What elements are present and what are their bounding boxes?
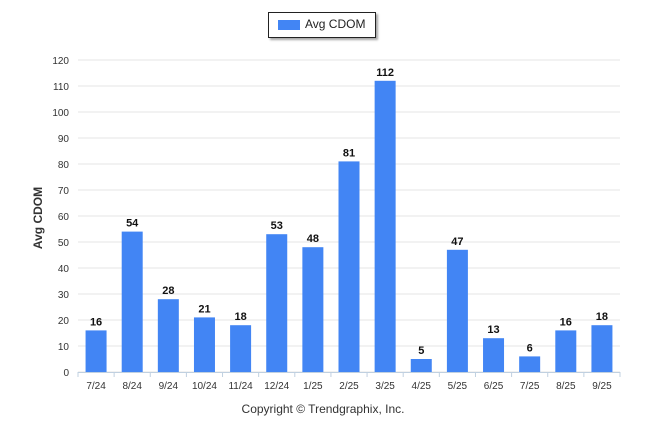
data-label: 21 xyxy=(198,303,210,315)
x-tick-label: 7/25 xyxy=(520,381,540,392)
x-tick-label: 9/24 xyxy=(159,381,179,392)
bar xyxy=(591,325,613,372)
x-tick-label: 11/24 xyxy=(228,381,253,392)
bar xyxy=(483,338,505,372)
bar xyxy=(157,299,179,372)
data-label: 112 xyxy=(376,67,394,79)
data-label: 18 xyxy=(234,311,246,323)
legend: Avg CDOM xyxy=(268,12,376,38)
data-label: 54 xyxy=(126,218,139,230)
x-tick-label: 7/24 xyxy=(86,381,106,392)
y-tick-label: 50 xyxy=(58,238,70,249)
x-tick-label: 1/25 xyxy=(303,381,323,392)
legend-label: Avg CDOM xyxy=(305,17,366,31)
bar xyxy=(519,356,541,372)
y-axis-label: Avg CDOM xyxy=(31,186,45,250)
bar xyxy=(374,80,396,373)
y-tick-label: 100 xyxy=(52,108,69,119)
data-label: 13 xyxy=(487,324,499,336)
y-tick-label: 10 xyxy=(58,342,70,353)
data-label: 28 xyxy=(162,285,174,297)
y-tick-label: 30 xyxy=(58,290,70,301)
bar xyxy=(85,330,107,372)
bar xyxy=(230,325,252,372)
x-tick-label: 8/25 xyxy=(556,381,576,392)
x-tick-label: 6/25 xyxy=(484,381,504,392)
x-tick-label: 8/24 xyxy=(122,381,142,392)
x-tick-label: 2/25 xyxy=(339,381,359,392)
x-tick-label: 3/25 xyxy=(375,381,395,392)
y-tick-label: 80 xyxy=(58,160,70,171)
y-tick-label: 90 xyxy=(58,134,70,145)
data-label: 53 xyxy=(271,220,283,232)
x-tick-label: 10/24 xyxy=(192,381,217,392)
bar xyxy=(446,249,468,372)
x-tick-label: 5/25 xyxy=(448,381,468,392)
copyright-text: Copyright © Trendgraphix, Inc. xyxy=(241,402,405,416)
data-label: 16 xyxy=(90,316,102,328)
data-label: 6 xyxy=(527,342,533,354)
bar xyxy=(266,234,288,372)
x-tick-label: 12/24 xyxy=(264,381,289,392)
data-label: 81 xyxy=(343,147,355,159)
data-label: 47 xyxy=(451,236,463,248)
bar xyxy=(302,247,324,372)
data-label: 5 xyxy=(418,345,424,357)
bar xyxy=(193,317,215,372)
data-label: 18 xyxy=(596,311,608,323)
data-label: 16 xyxy=(560,316,572,328)
bar xyxy=(338,161,360,372)
y-tick-label: 20 xyxy=(58,316,70,327)
legend-swatch xyxy=(278,20,300,30)
y-tick-label: 60 xyxy=(58,212,70,223)
x-tick-label: 4/25 xyxy=(412,381,432,392)
y-tick-label: 40 xyxy=(58,264,70,275)
y-tick-label: 120 xyxy=(52,56,69,67)
bar xyxy=(410,359,432,372)
y-tick-label: 110 xyxy=(53,82,69,93)
bar xyxy=(555,330,577,372)
x-tick-label: 9/25 xyxy=(592,381,612,392)
y-tick-label: 70 xyxy=(58,186,70,197)
y-tick-label: 0 xyxy=(63,368,69,379)
bar xyxy=(121,231,143,372)
data-label: 48 xyxy=(307,233,319,245)
